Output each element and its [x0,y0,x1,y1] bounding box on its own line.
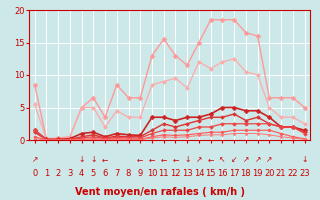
Text: 22: 22 [288,170,298,179]
Text: ↗: ↗ [196,156,202,164]
Text: ↓: ↓ [301,156,308,164]
Text: 12: 12 [170,170,181,179]
Text: 15: 15 [205,170,216,179]
Text: ↗: ↗ [243,156,249,164]
Text: 17: 17 [229,170,239,179]
Text: 14: 14 [194,170,204,179]
Text: 6: 6 [102,170,108,179]
Text: 9: 9 [138,170,143,179]
Text: ↙: ↙ [231,156,237,164]
Text: ←: ← [137,156,143,164]
Text: 7: 7 [114,170,119,179]
Text: 21: 21 [276,170,286,179]
Text: ←: ← [102,156,108,164]
Text: ↓: ↓ [90,156,97,164]
Text: ←: ← [149,156,155,164]
Text: 23: 23 [299,170,310,179]
Text: 13: 13 [182,170,193,179]
Text: 10: 10 [147,170,157,179]
Text: 2: 2 [55,170,61,179]
Text: 1: 1 [44,170,49,179]
Text: ←: ← [207,156,214,164]
Text: ←: ← [172,156,179,164]
Text: ↓: ↓ [78,156,85,164]
Text: ↗: ↗ [254,156,261,164]
Text: 5: 5 [91,170,96,179]
Text: 11: 11 [158,170,169,179]
Text: ↗: ↗ [31,156,38,164]
Text: 19: 19 [252,170,263,179]
Text: ←: ← [161,156,167,164]
Text: ↖: ↖ [219,156,226,164]
Text: 8: 8 [126,170,131,179]
Text: 4: 4 [79,170,84,179]
Text: 20: 20 [264,170,275,179]
Text: 3: 3 [67,170,73,179]
Text: Vent moyen/en rafales ( km/h ): Vent moyen/en rafales ( km/h ) [75,187,245,197]
Text: 18: 18 [241,170,251,179]
Text: 16: 16 [217,170,228,179]
Text: 0: 0 [32,170,37,179]
Text: ↓: ↓ [184,156,190,164]
Text: ↗: ↗ [266,156,273,164]
